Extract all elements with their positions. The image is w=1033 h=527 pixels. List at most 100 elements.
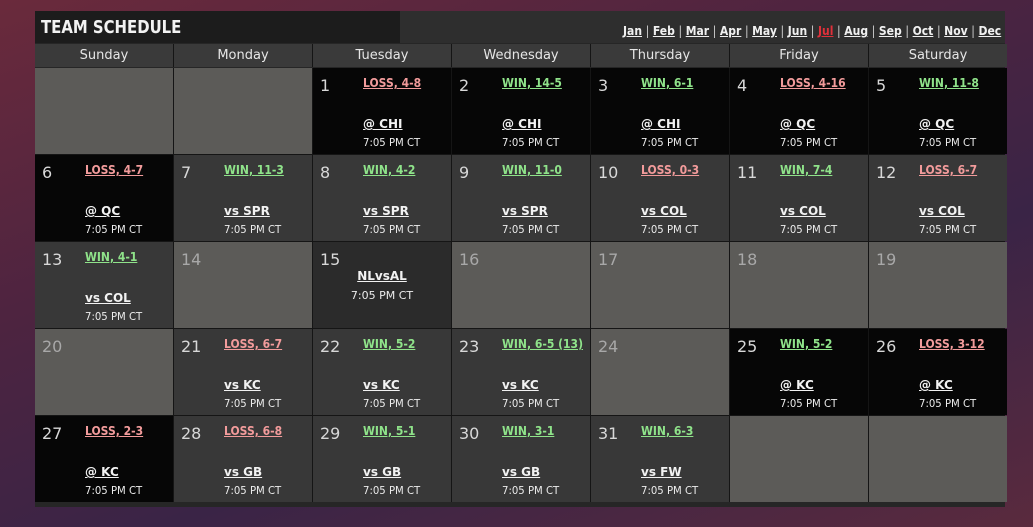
opponent-link[interactable]: @ CHI xyxy=(502,117,542,131)
month-separator: | xyxy=(744,24,749,38)
opponent-link[interactable]: vs SPR xyxy=(224,204,270,218)
opponent-link[interactable]: @ QC xyxy=(85,204,121,218)
title-box: TEAM SCHEDULE xyxy=(35,11,400,43)
game-result-link[interactable]: WIN, 6-1 xyxy=(641,76,694,90)
calendar-day-cell: 7 WIN, 11-3 vs SPR 7:05 PM CT xyxy=(174,155,312,241)
game-result-link[interactable]: WIN, 3-1 xyxy=(502,424,555,438)
month-link-oct[interactable]: Oct xyxy=(912,24,934,38)
calendar-day-cell: 8 WIN, 4-2 vs SPR 7:05 PM CT xyxy=(313,155,451,241)
weekday-header-monday: Monday xyxy=(174,44,312,67)
game-result-link[interactable]: LOSS, 6-7 xyxy=(224,337,283,351)
opponent-link[interactable]: @ QC xyxy=(780,117,816,131)
game-time: 7:05 PM CT xyxy=(780,397,838,410)
day-number: 5 xyxy=(876,76,887,95)
calendar-day-cell: 16 xyxy=(452,242,590,328)
calendar-day-cell: 13 WIN, 4-1 vs COL 7:05 PM CT xyxy=(35,242,173,328)
game-result-link[interactable]: WIN, 11-0 xyxy=(502,163,562,177)
day-number: 14 xyxy=(181,250,202,269)
day-number: 8 xyxy=(320,163,331,182)
game-time: 7:05 PM CT xyxy=(919,136,977,149)
day-number: 18 xyxy=(737,250,758,269)
opponent-link[interactable]: @ CHI xyxy=(641,117,681,131)
game-result-link[interactable]: WIN, 5-2 xyxy=(363,337,416,351)
day-number: 13 xyxy=(42,250,63,269)
game-result-link[interactable]: WIN, 6-5 (13) xyxy=(502,337,584,351)
game-result-link[interactable]: WIN, 4-1 xyxy=(85,250,138,264)
day-number: 22 xyxy=(320,337,341,356)
game-time: 7:05 PM CT xyxy=(363,136,421,149)
game-result-link[interactable]: LOSS, 2-3 xyxy=(85,424,144,438)
month-link-may[interactable]: May xyxy=(751,24,777,38)
opponent-link[interactable]: vs KC xyxy=(224,378,261,392)
game-result-link[interactable]: WIN, 5-2 xyxy=(780,337,833,351)
empty-cell xyxy=(869,416,1007,502)
game-result-link[interactable]: WIN, 4-2 xyxy=(363,163,416,177)
month-separator: | xyxy=(678,24,682,38)
opponent-link[interactable]: @ CHI xyxy=(363,117,403,131)
month-separator: | xyxy=(810,24,815,38)
opponent-link[interactable]: vs KC xyxy=(502,378,539,392)
month-link-aug[interactable]: Aug xyxy=(844,24,868,38)
month-link-mar[interactable]: Mar xyxy=(685,24,709,38)
opponent-link[interactable]: vs COL xyxy=(85,291,131,305)
game-result-link[interactable]: LOSS, 6-7 xyxy=(919,163,978,177)
calendar-day-cell: 11 WIN, 7-4 vs COL 7:05 PM CT xyxy=(730,155,868,241)
opponent-link[interactable]: vs COL xyxy=(780,204,826,218)
calendar-day-cell: 31 WIN, 6-3 vs FW 7:05 PM CT xyxy=(591,416,729,502)
opponent-link[interactable]: vs GB xyxy=(502,465,541,479)
day-number: 2 xyxy=(459,76,470,95)
month-link-apr[interactable]: Apr xyxy=(719,24,742,38)
day-number: 4 xyxy=(737,76,748,95)
game-result-link[interactable]: LOSS, 4-8 xyxy=(363,76,422,90)
opponent-link[interactable]: vs COL xyxy=(641,204,687,218)
game-time: 7:05 PM CT xyxy=(85,223,143,236)
month-separator: | xyxy=(971,24,975,38)
day-number: 20 xyxy=(42,337,63,356)
opponent-link[interactable]: @ QC xyxy=(919,117,955,131)
opponent-link[interactable]: vs KC xyxy=(363,378,400,392)
opponent-link[interactable]: @ KC xyxy=(85,465,119,479)
calendar-day-cell: 5 WIN, 11-8 @ QC 7:05 PM CT xyxy=(869,68,1007,154)
month-link-jan[interactable]: Jan xyxy=(622,24,642,38)
game-result-link[interactable]: LOSS, 6-8 xyxy=(224,424,283,438)
game-result-link[interactable]: WIN, 7-4 xyxy=(780,163,833,177)
day-number: 27 xyxy=(42,424,63,443)
calendar-day-cell: 29 WIN, 5-1 vs GB 7:05 PM CT xyxy=(313,416,451,502)
calendar-day-cell: 28 LOSS, 6-8 vs GB 7:05 PM CT xyxy=(174,416,312,502)
opponent-link[interactable]: @ KC xyxy=(780,378,814,392)
month-separator: | xyxy=(645,24,650,38)
calendar-day-cell: 26 LOSS, 3-12 @ KC 7:05 PM CT xyxy=(869,329,1007,415)
game-time: 7:05 PM CT xyxy=(919,397,977,410)
game-result-link[interactable]: WIN, 5-1 xyxy=(363,424,416,438)
empty-cell xyxy=(174,68,312,154)
opponent-link[interactable]: vs GB xyxy=(363,465,402,479)
month-link-jun[interactable]: Jun xyxy=(787,24,807,38)
month-link-jul[interactable]: Jul xyxy=(817,24,834,38)
game-result-link[interactable]: LOSS, 0-3 xyxy=(641,163,700,177)
opponent-link[interactable]: @ KC xyxy=(919,378,953,392)
game-result-link[interactable]: WIN, 11-8 xyxy=(919,76,979,90)
opponent-link[interactable]: vs SPR xyxy=(363,204,409,218)
day-number: 1 xyxy=(320,76,331,95)
game-result-link[interactable]: LOSS, 4-7 xyxy=(85,163,144,177)
month-separator: | xyxy=(871,24,876,38)
game-time: 7:05 PM CT xyxy=(502,223,560,236)
month-link-sep[interactable]: Sep xyxy=(878,24,902,38)
schedule-header: TEAM SCHEDULE Jan | Feb | Mar | Apr | May | Jun | Ju… xyxy=(35,11,1005,43)
month-link-dec[interactable]: Dec xyxy=(978,24,1001,38)
page-title: TEAM SCHEDULE xyxy=(41,17,182,38)
month-link-feb[interactable]: Feb xyxy=(652,24,675,38)
opponent-link[interactable]: vs COL xyxy=(919,204,965,218)
all-star-game-link[interactable]: NLvsAL xyxy=(357,269,407,283)
game-result-link[interactable]: WIN, 14-5 xyxy=(502,76,562,90)
opponent-link[interactable]: vs GB xyxy=(224,465,263,479)
game-result-link[interactable]: LOSS, 3-12 xyxy=(919,337,985,351)
calendar-day-cell: 6 LOSS, 4-7 @ QC 7:05 PM CT xyxy=(35,155,173,241)
month-link-nov[interactable]: Nov xyxy=(943,24,968,38)
opponent-link[interactable]: vs SPR xyxy=(502,204,548,218)
game-result-link[interactable]: WIN, 11-3 xyxy=(224,163,284,177)
game-result-link[interactable]: WIN, 6-3 xyxy=(641,424,694,438)
opponent-link[interactable]: vs FW xyxy=(641,465,682,479)
game-result-link[interactable]: LOSS, 4-16 xyxy=(780,76,846,90)
game-time: 7:05 PM CT xyxy=(85,310,143,323)
